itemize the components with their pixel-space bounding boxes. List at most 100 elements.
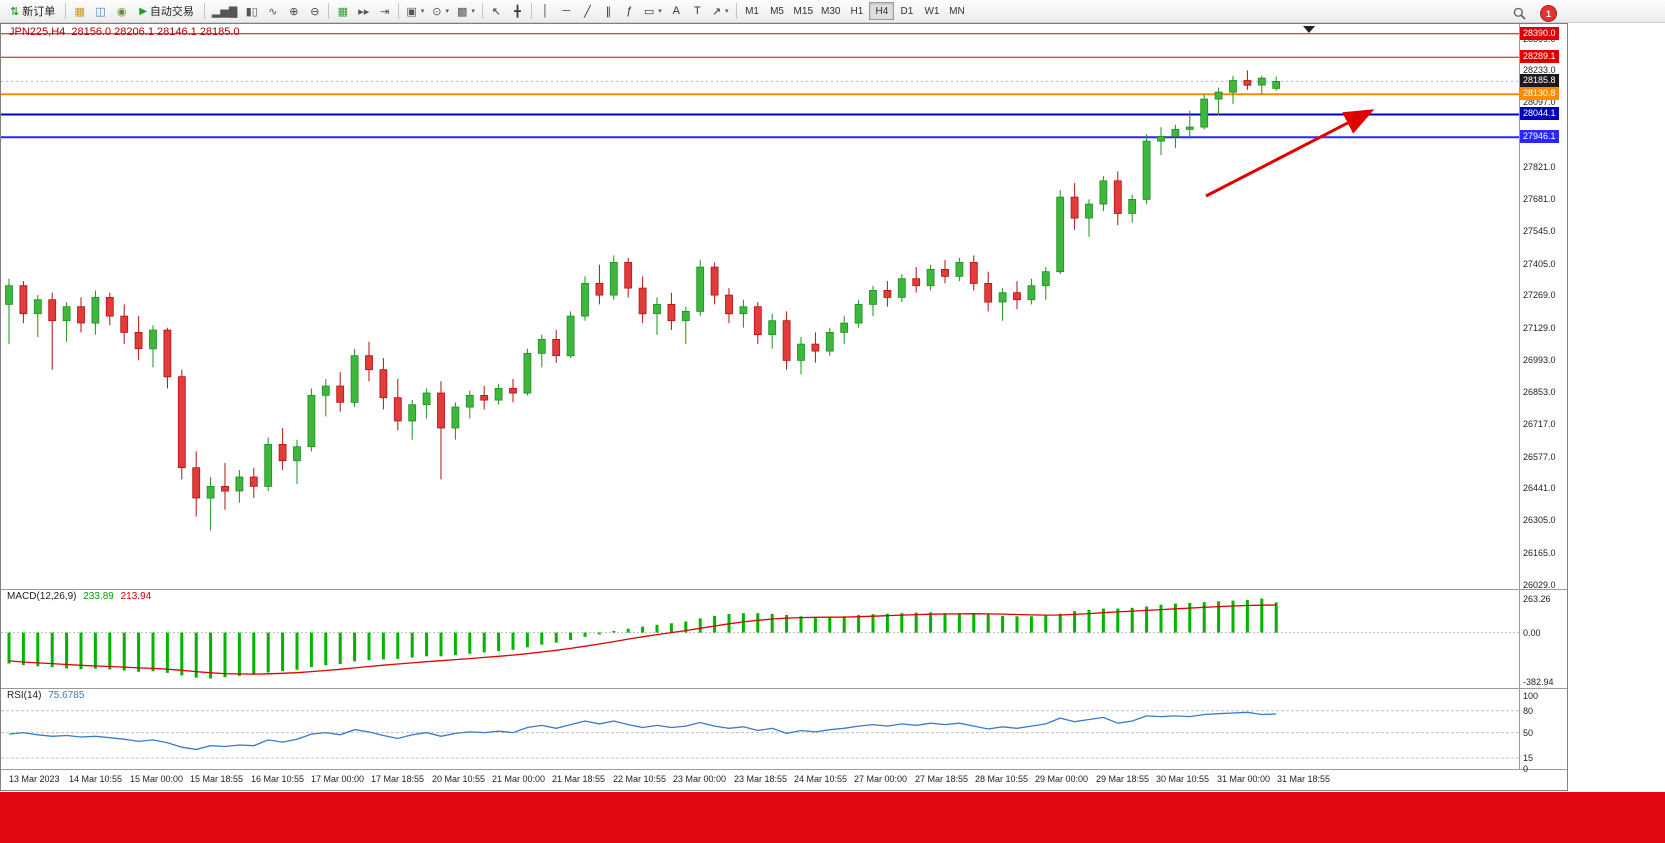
cursor-icon[interactable]: ↖ <box>487 2 506 21</box>
channel-icon[interactable]: ∥ <box>599 2 618 21</box>
notification-badge[interactable]: 1 <box>1540 5 1557 22</box>
candle-body <box>825 331 834 352</box>
candle-body <box>739 306 748 315</box>
timeframe-mn[interactable]: MN <box>944 2 969 20</box>
candle-body <box>523 352 532 394</box>
rsi-axis[interactable]: 100 80 50 15 0 <box>1519 689 1567 774</box>
candle-body <box>1041 271 1050 287</box>
zoom-out-icon[interactable]: ⊖ <box>305 2 324 21</box>
axis-tick: 26853.0 <box>1523 387 1556 398</box>
zoom-in-icon[interactable]: ⊕ <box>284 2 303 21</box>
candle-body <box>48 299 57 322</box>
dropdown-caret-icon: ▾ <box>445 8 449 15</box>
date-label: 21 Mar 00:00 <box>492 774 546 784</box>
rsi-line <box>8 711 1277 751</box>
timeframe-w1[interactable]: W1 <box>919 2 944 20</box>
horizontal-line-icon[interactable]: ─ <box>557 2 576 21</box>
candle-body <box>1142 140 1151 200</box>
bar-chart-icon[interactable]: ▂▅▇ <box>209 2 240 21</box>
chart-shift-marker[interactable] <box>1303 26 1315 33</box>
price-badge: 28130.8 <box>1520 87 1559 101</box>
timeframe-m1[interactable]: M1 <box>740 2 765 20</box>
date-label: 29 Mar 18:55 <box>1096 774 1150 784</box>
timeframe-h4[interactable]: H4 <box>869 2 895 20</box>
text-icon[interactable]: A <box>667 2 686 21</box>
macd-label: MACD(12,26,9) 233.89 213.94 <box>7 591 151 602</box>
play-icon: ▶ <box>139 5 147 17</box>
shapes-icon[interactable]: ▭ ▾ <box>641 2 665 21</box>
date-label: 24 Mar 10:55 <box>794 774 848 784</box>
crosshair-icon[interactable]: ╋ <box>508 2 527 21</box>
timeframe-d1[interactable]: D1 <box>894 2 919 20</box>
data-window-icon[interactable]: ◫ <box>91 2 110 21</box>
candle-body <box>408 404 417 422</box>
new-order-button[interactable]: ⇅ 新订单 <box>4 2 61 21</box>
auto-trading-button[interactable]: ▶ 自动交易 <box>133 2 200 21</box>
candle-body <box>163 329 172 378</box>
date-label: 15 Mar 00:00 <box>130 774 184 784</box>
candle-body <box>1099 180 1108 205</box>
search-icon[interactable] <box>1507 3 1532 24</box>
chart-window: JPN225,H4 28156.0 28206.1 28146.1 28185.… <box>0 23 1568 791</box>
timeframe-m5[interactable]: M5 <box>765 2 790 20</box>
template-icon[interactable]: ▩ ▾ <box>454 2 478 21</box>
axis-tick: 26441.0 <box>1523 483 1556 494</box>
candle-body <box>33 299 42 315</box>
trend-arrow[interactable] <box>1205 109 1375 198</box>
date-label: 28 Mar 10:55 <box>975 774 1029 784</box>
market-watch-icon: ▦ <box>74 5 85 18</box>
line-chart-icon[interactable]: ∿ <box>263 2 282 21</box>
candle-body <box>653 303 661 315</box>
time-axis[interactable]: 13 Mar 2023 14 Mar 10:55 15 Mar 00:00 15 Ma… <box>1 770 1567 790</box>
price-axis[interactable]: 28369.028233.028097.027961.027821.027681… <box>1519 24 1567 590</box>
navigator-icon: ◉ <box>116 5 127 18</box>
candle-body <box>494 387 503 401</box>
fibonacci-icon[interactable]: ƒ <box>620 2 639 21</box>
candle-body <box>1200 98 1209 128</box>
macd-panel-plot[interactable]: MACD(12,26,9) 233.89 213.94 <box>1 590 1519 688</box>
candle-body <box>998 292 1007 303</box>
axis-tick: 27129.0 <box>1523 322 1556 333</box>
trendline-icon[interactable]: ╱ <box>578 2 597 21</box>
macd-signal-line <box>8 604 1277 675</box>
period-icon[interactable]: ⊙ ▾ <box>429 2 452 21</box>
tile-windows-icon[interactable]: ▦ <box>333 2 352 21</box>
vertical-line-icon[interactable]: │ <box>536 2 555 21</box>
navigator-icon[interactable]: ◉ <box>112 2 131 21</box>
candle-body <box>1128 198 1137 214</box>
candle-body <box>638 287 647 315</box>
text-label-icon[interactable]: T <box>688 2 707 21</box>
candle-body <box>609 261 618 296</box>
auto-scroll-icon: ▸▸ <box>358 5 370 18</box>
candle-body <box>5 285 13 305</box>
market-watch-icon[interactable]: ▦ <box>70 2 89 21</box>
candle-body <box>1157 136 1165 142</box>
candle-body <box>1171 129 1180 137</box>
timeframe-h1[interactable]: H1 <box>844 2 869 20</box>
candle-body <box>62 306 71 322</box>
candle-body <box>264 443 273 487</box>
candle-body <box>465 394 474 408</box>
rsi-panel-plot[interactable]: RSI(14) 75.6785 <box>1 689 1519 769</box>
timeframe-m15[interactable]: M15 <box>790 2 817 20</box>
chart-shift-icon[interactable]: ⇥ <box>375 2 394 21</box>
candlestick-chart-icon[interactable]: ▮▯ <box>242 2 261 21</box>
arrows-icon[interactable]: ↗ ▾ <box>709 2 732 21</box>
macd-axis[interactable]: 263.26 0.00 -382.94 <box>1519 590 1567 688</box>
auto-scroll-icon[interactable]: ▸▸ <box>354 2 373 21</box>
candle-body <box>422 392 431 406</box>
candle-body <box>120 315 129 333</box>
new-order-icon: ⇅ <box>10 5 20 18</box>
axis-tick: 50 <box>1523 727 1534 738</box>
candle-body <box>379 369 388 399</box>
date-label: 29 Mar 00:00 <box>1035 774 1089 784</box>
new-chart-icon[interactable]: ▣ ▾ <box>403 2 427 21</box>
axis-tick: 27545.0 <box>1523 225 1556 236</box>
macd-main-value: 233.89 <box>83 591 114 602</box>
crosshair-icon: ╋ <box>514 5 521 18</box>
candle-body <box>278 443 287 462</box>
candle-body <box>696 266 705 312</box>
timeframe-m30[interactable]: M30 <box>817 2 844 20</box>
main-chart-plot[interactable]: JPN225,H4 28156.0 28206.1 28146.1 28185.… <box>1 24 1519 589</box>
chart-ohlc-title: JPN225,H4 28156.0 28206.1 28146.1 28185.… <box>9 26 240 38</box>
